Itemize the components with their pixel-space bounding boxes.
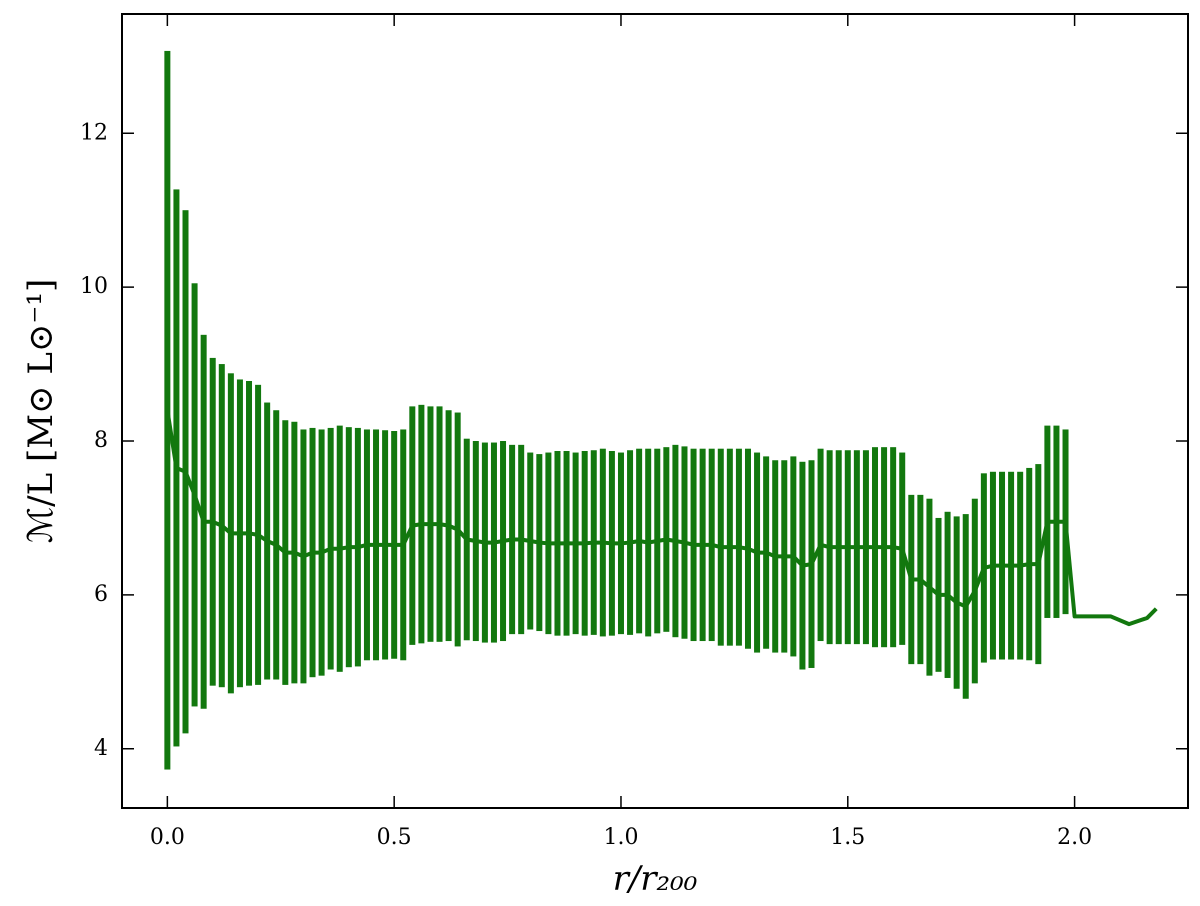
x-tick-label: 2.0 [1057,825,1092,850]
mean-line [165,409,1158,627]
y-tick-label: 8 [94,428,108,453]
x-tick-label: 1.5 [830,825,865,850]
x-tick-label: 1.0 [603,825,638,850]
y-tick-label: 4 [94,736,108,761]
y-tick-label: 10 [80,274,108,299]
x-tick-label: 0.0 [150,825,185,850]
x-tick-label: 0.5 [377,825,412,850]
y-tick-label: 6 [94,582,108,607]
y-tick-label: 12 [80,120,108,145]
x-axis-label: r/r₂₀₀ [613,859,698,899]
plot-frame [121,13,1189,809]
y-axis-label: ℳ/L [M⊙ L⊙⁻¹] [21,279,61,543]
